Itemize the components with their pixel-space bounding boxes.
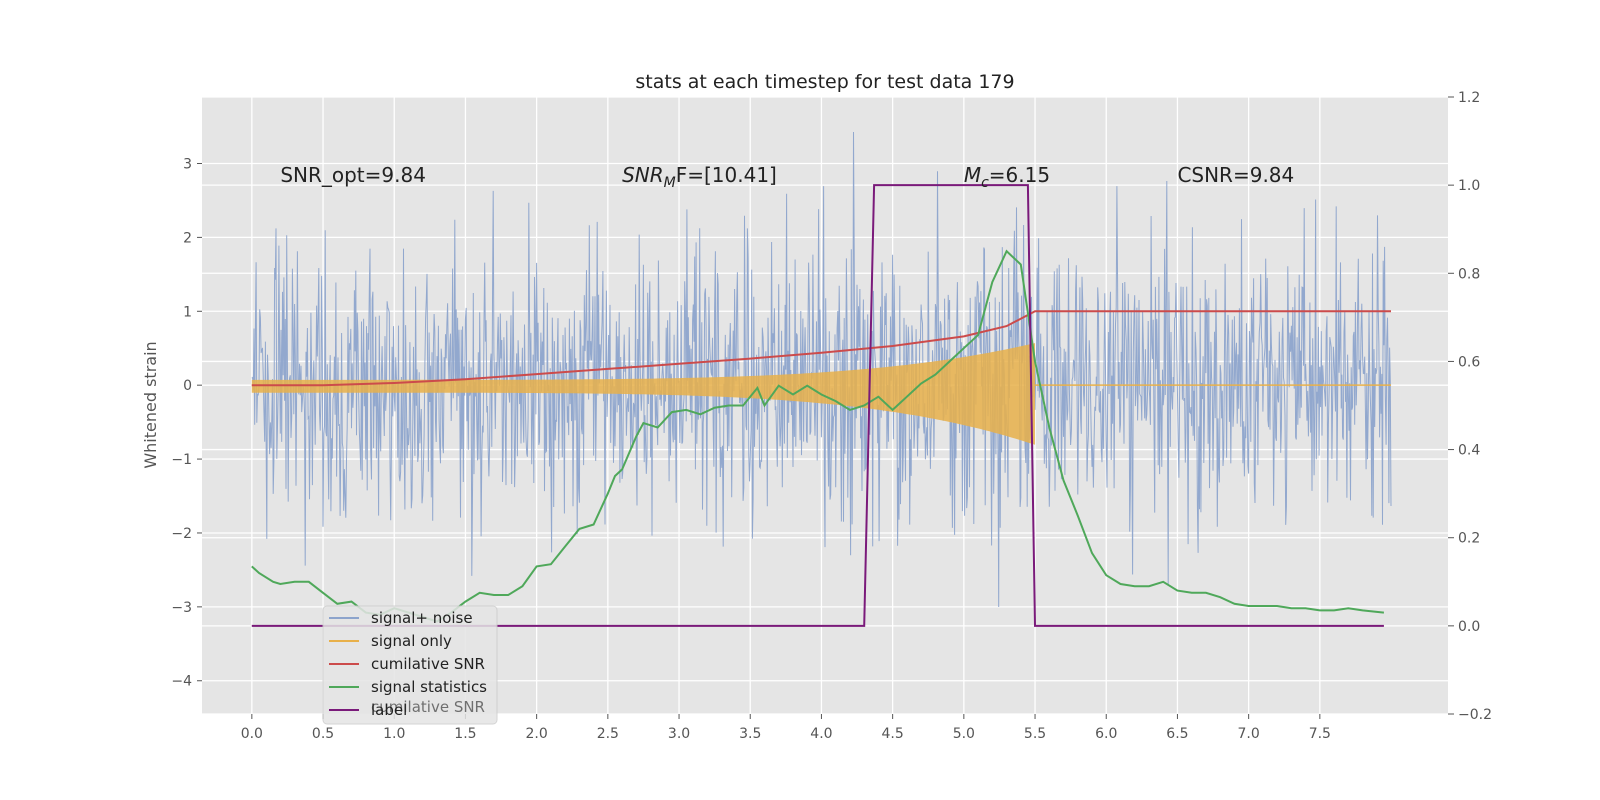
- y-axis-ticks: −4 −3 −2 −1 0 1 2 3: [171, 157, 202, 690]
- y-axis-label: Whitened strain: [141, 341, 160, 468]
- x-tick-label-11: 5.5: [1024, 726, 1046, 742]
- y2-tick-label-0: −0.2: [1458, 707, 1492, 723]
- y-tick-label-3: −1: [171, 452, 192, 468]
- x-tick-label-7: 3.5: [739, 726, 761, 742]
- label-line: [251, 184, 1384, 627]
- y2-tick-label-5: 0.8: [1458, 266, 1480, 282]
- x-tick-label-8: 4.0: [810, 726, 832, 742]
- legend-label-3: signal statistics: [371, 678, 487, 696]
- x-tick-label-3: 1.5: [454, 726, 476, 742]
- y2-tick-label-2: 0.2: [1458, 531, 1480, 547]
- y-tick-label-7: 3: [183, 157, 192, 173]
- legend-label-0: signal+ noise: [371, 609, 473, 627]
- y-tick-label-0: −4: [171, 674, 192, 690]
- y2-tick-label-3: 0.4: [1458, 443, 1480, 459]
- y2-tick-label-6: 1.0: [1458, 178, 1480, 194]
- x-tick-label-10: 5.0: [953, 726, 975, 742]
- x-tick-label-6: 3.0: [668, 726, 690, 742]
- annotation-1: SNRMF=[10.41]: [622, 163, 777, 191]
- legend-label-2: cumilative SNR: [371, 655, 485, 673]
- legend-label-1: signal only: [371, 632, 452, 650]
- y-tick-label-6: 2: [183, 230, 192, 246]
- signal-only-series: [251, 343, 1392, 445]
- signal-noise-series: [251, 131, 1392, 608]
- legend-ghost-text: cumilative SNR: [371, 698, 485, 716]
- annotation-0: SNR_opt=9.84: [280, 163, 426, 187]
- x-tick-label-15: 7.5: [1309, 726, 1331, 742]
- x-tick-label-12: 6.0: [1095, 726, 1117, 742]
- legend-label-4: label: [371, 701, 407, 719]
- y2-axis-ticks: −0.2 0.0 0.2 0.4 0.6 0.8 1.0 1.2: [1448, 90, 1492, 723]
- y-tick-label-4: 0: [183, 378, 192, 394]
- y-tick-label-5: 1: [183, 304, 192, 320]
- x-tick-label-5: 2.5: [597, 726, 619, 742]
- signal-only-envelope: [251, 343, 1036, 445]
- signal-noise-line: [251, 131, 1392, 608]
- y2-tick-label-7: 1.2: [1458, 90, 1480, 106]
- y-tick-label-2: −2: [171, 526, 192, 542]
- x-tick-label-4: 2.0: [526, 726, 548, 742]
- x-tick-label-13: 6.5: [1166, 726, 1188, 742]
- annotation-3: CSNR=9.84: [1177, 163, 1294, 187]
- chart-title: stats at each timestep for test data 179: [635, 71, 1014, 93]
- x-tick-label-14: 7.0: [1238, 726, 1260, 742]
- x-tick-label-9: 4.5: [882, 726, 904, 742]
- cumilative-SNR-line: [251, 310, 1391, 387]
- y-tick-label-1: −3: [171, 600, 192, 616]
- x-tick-label-1: 0.5: [312, 726, 334, 742]
- annotation-2: Mc=6.15: [964, 163, 1050, 191]
- x-axis-ticks: 0.0 0.5 1.0 1.5 2.0 2.5 3.0 3.5 4.0 4.5 5.0 5.5 6.0 6…: [241, 714, 1331, 742]
- legend-box: [322, 605, 498, 725]
- x-tick-label-2: 1.0: [383, 726, 405, 742]
- y2-tick-label-4: 0.6: [1458, 354, 1480, 370]
- legend: cumilative SNR signal+ noise signal only cu…: [322, 605, 498, 725]
- x-tick-label-0: 0.0: [241, 726, 263, 742]
- annotations: SNR_opt=9.84 SNRMF=[10.41] Mc=6.15 CSNR=9.8…: [280, 163, 1294, 191]
- y2-tick-label-1: 0.0: [1458, 619, 1480, 635]
